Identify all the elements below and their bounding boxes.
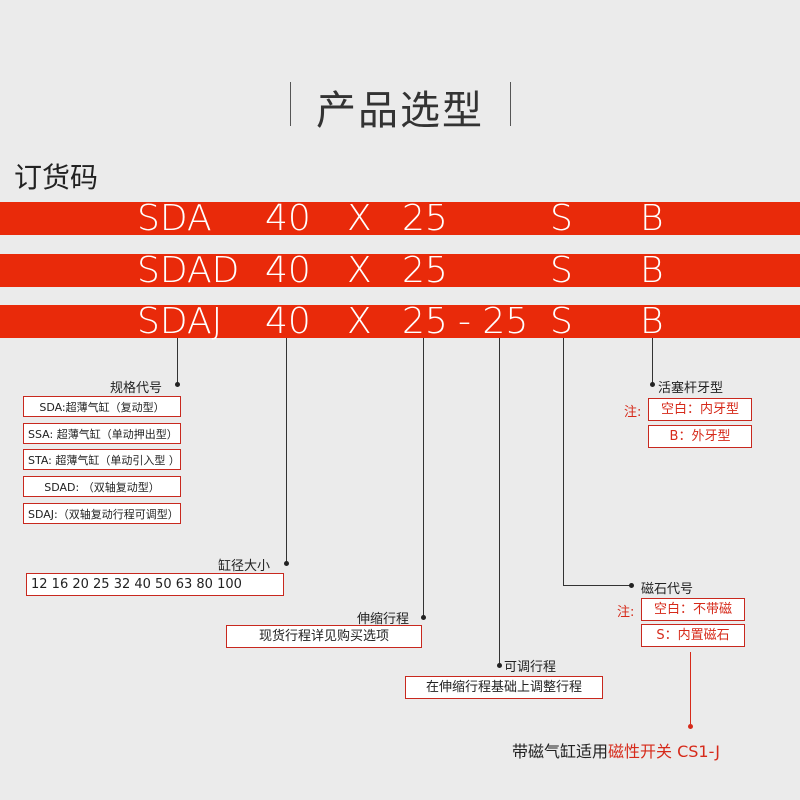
bore-values: 12 16 20 25 32 40 50 63 80 100 xyxy=(26,573,284,596)
adjust-code: - 25 xyxy=(458,301,529,342)
magnet-connector-h xyxy=(563,585,631,586)
stroke-code: 25 xyxy=(402,301,448,342)
magnetic-switch-note: 带磁气缸适用磁性开关 CS1-J xyxy=(512,738,720,762)
stroke-dot xyxy=(421,615,426,620)
thread-connector xyxy=(652,338,653,384)
magnetic-switch-note-text: 带磁气缸适用 xyxy=(512,742,609,761)
thread-label: 活塞杆牙型 xyxy=(658,381,724,396)
spec-connector xyxy=(177,338,178,384)
stroke-code: 25 xyxy=(402,250,448,291)
bore-connector xyxy=(286,338,287,563)
thread-code: B xyxy=(640,198,664,239)
code-band-1: SDA 40 X 25 S B xyxy=(0,198,800,239)
spec-item-sta: STA: 超薄气缸（单动引入型 ） xyxy=(23,449,181,470)
model-code: SDA xyxy=(137,198,212,239)
thread-dot xyxy=(650,382,655,387)
bore-label: 缸径大小 xyxy=(218,559,271,574)
spec-item-ssa: SSA: 超薄气缸（单动押出型） xyxy=(23,423,181,444)
footer-dot xyxy=(688,724,693,729)
bore-code: 40 xyxy=(265,250,311,291)
title-left-bar xyxy=(290,82,291,126)
model-code: SDAJ xyxy=(137,301,223,342)
thread-option-blank: 空白：内牙型 xyxy=(648,398,752,421)
thread-option-b: B：外牙型 xyxy=(648,425,752,448)
stroke-label: 伸缩行程 xyxy=(357,612,410,627)
model-code: SDAD xyxy=(137,250,240,291)
code-band-3: SDAJ 40 X 25 - 25 S B xyxy=(0,301,800,342)
magnet-label: 磁石代号 xyxy=(641,582,694,597)
magnetic-switch-model: 磁性开关 CS1-J xyxy=(608,742,720,761)
magnet-code: S xyxy=(550,198,573,239)
x-code: X xyxy=(347,198,372,239)
x-code: X xyxy=(347,301,372,342)
magnet-code: S xyxy=(550,250,573,291)
magnet-connector-v xyxy=(563,338,564,585)
order-code-heading: 订货码 xyxy=(14,161,99,194)
bore-dot xyxy=(284,561,289,566)
spec-label: 规格代号 xyxy=(110,381,163,396)
page-title: 产品选型 xyxy=(316,88,484,134)
magnet-option-blank: 空白：不带磁 xyxy=(641,598,745,621)
footer-connector xyxy=(690,652,691,724)
magnet-note: 注: xyxy=(617,605,635,620)
title-right-bar xyxy=(510,82,511,126)
code-band-2: SDAD 40 X 25 S B xyxy=(0,250,800,291)
spec-dot xyxy=(175,382,180,387)
stroke-value: 现货行程详见购买选项 xyxy=(226,625,422,648)
thread-code: B xyxy=(640,301,664,342)
magnet-code: S xyxy=(550,301,573,342)
spec-item-sdad: SDAD: （双轴复动型） xyxy=(23,476,181,497)
stroke-code: 25 xyxy=(402,198,448,239)
adjust-label: 可调行程 xyxy=(504,660,557,675)
thread-note: 注: xyxy=(624,405,642,420)
adjust-dot xyxy=(497,663,502,668)
x-code: X xyxy=(347,250,372,291)
bore-code: 40 xyxy=(265,198,311,239)
bore-code: 40 xyxy=(265,301,311,342)
spec-item-sda: SDA:超薄气缸（复动型） xyxy=(23,396,181,417)
adjust-connector xyxy=(499,338,500,665)
magnet-dot xyxy=(629,583,634,588)
adjust-value: 在伸缩行程基础上调整行程 xyxy=(405,676,603,699)
magnet-option-s: S：内置磁石 xyxy=(641,624,745,647)
stroke-connector xyxy=(423,338,424,617)
thread-code: B xyxy=(640,250,664,291)
spec-item-sdaj: SDAJ:（双轴复动行程可调型） xyxy=(23,503,181,524)
